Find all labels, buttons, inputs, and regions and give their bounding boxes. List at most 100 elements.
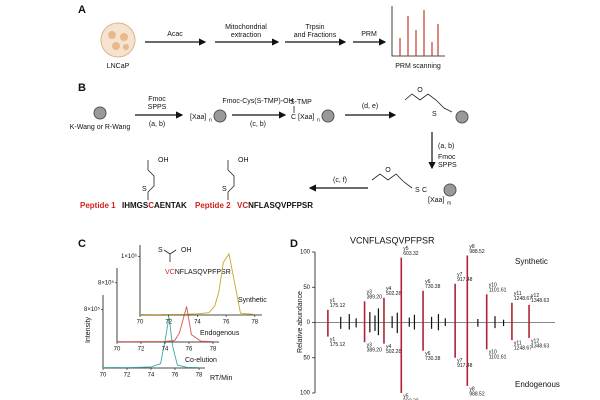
step: Fmoc	[148, 96, 166, 103]
series-label: Synthetic	[515, 257, 548, 266]
atom: S	[158, 247, 163, 254]
ion-mz: 175.12	[330, 303, 346, 309]
atom: S	[415, 187, 420, 194]
result-label: PRM scanning	[395, 63, 441, 70]
peptide-sequence: IHMGSCAENTAK	[122, 201, 187, 210]
step: PRM	[361, 31, 377, 38]
panel-label: C	[78, 238, 86, 250]
ion-name: y1	[330, 337, 336, 343]
trace-label: Endogenous	[200, 330, 240, 337]
step: (d, e)	[362, 103, 378, 110]
xaa: [Xaa]	[190, 114, 206, 121]
ion-name: y11	[514, 340, 522, 346]
ion-mz: 917.48	[457, 363, 473, 369]
xaa-n: n	[317, 117, 320, 123]
cell-icon	[100, 22, 136, 58]
panel-d: D VCNFLASQVPFPSR Relative abundance 100 5…	[290, 235, 560, 400]
peptide-sequence: VCNFLASQVPFPSR	[237, 201, 313, 210]
y-axis-label: Intensity	[85, 316, 92, 343]
x-tick-label: 74	[148, 373, 155, 379]
x-tick-label: 78	[251, 320, 258, 326]
y-tick-label: 100	[300, 391, 311, 397]
ion-mz: 175.12	[330, 342, 346, 348]
step: (c, b)	[250, 121, 266, 128]
x-tick-label: 78	[196, 373, 203, 379]
step: Fmoc-Cys(S-TMP)-OH	[222, 98, 293, 105]
panel-label: A	[78, 4, 86, 16]
ion-name: y4	[386, 286, 392, 292]
ion-name: y5	[403, 393, 409, 399]
ion-name: y11	[514, 291, 522, 297]
x-tick-label: 76	[223, 320, 230, 326]
axis	[139, 245, 262, 316]
peptide-name: Peptide 1	[80, 201, 116, 210]
trace	[102, 316, 200, 369]
ion-name: y6	[425, 279, 431, 285]
ion-mz: 730.38	[425, 284, 441, 290]
ion-name: y7	[457, 272, 463, 278]
x-tick-label: 74	[194, 320, 201, 326]
cell-label: LNCaP	[107, 63, 130, 70]
ion-name: y12	[531, 338, 539, 344]
panel-b: B K-Wang or R-Wang Fmoc SPPS (a, b) [Xaa…	[70, 82, 469, 210]
ion-name: y10	[489, 350, 497, 356]
trace	[116, 306, 214, 343]
x-tick-label: 70	[114, 347, 121, 353]
x-tick-label: 70	[100, 373, 107, 379]
cys-c: C	[291, 114, 296, 121]
y-axis-label: Relative abundance	[297, 291, 304, 353]
ion-name: y3	[367, 343, 373, 349]
ion-name: y3	[367, 290, 373, 296]
trace-label: Co-elution	[185, 357, 217, 364]
ion-name: y5	[403, 246, 409, 252]
x-tick-label: 74	[162, 347, 169, 353]
y-tick-label: 1×10⁶	[121, 253, 138, 260]
ion-mz: 988.52	[469, 249, 485, 255]
x-tick-label: 76	[186, 347, 193, 353]
peptide-name: Peptide 2	[195, 201, 231, 210]
atom: S	[142, 186, 147, 193]
panel-label: D	[290, 238, 298, 250]
ion-mz: 1101.61	[489, 288, 507, 294]
ion-mz: 1348.63	[531, 343, 549, 349]
ion-mz: 603.32	[403, 398, 419, 400]
x-tick-label: 78	[210, 347, 217, 353]
ion-name: y12	[531, 293, 539, 299]
ion-mz: 1101.61	[489, 355, 507, 361]
panel-a: A LNCaP Acac Mitochondrial extraction Tr…	[78, 4, 445, 70]
trace-label: Synthetic	[238, 297, 267, 304]
step: (c, f)	[333, 177, 347, 184]
ion-name: y8	[469, 244, 475, 250]
x-tick-label: 72	[165, 320, 172, 326]
ion-mz: 730.38	[425, 356, 441, 362]
step: SPPS	[148, 104, 167, 111]
x-tick-label: 72	[138, 347, 145, 353]
step: extraction	[231, 32, 261, 39]
panel-c: C Intensity RT/Min VCNFLASQVPFPSR OH S 7…	[78, 238, 267, 382]
y-tick-label: 8×10⁵	[84, 306, 101, 313]
step: (a, b)	[438, 143, 454, 150]
xaa-n: n	[209, 117, 212, 123]
ion-name: y4	[386, 344, 392, 350]
atom: O	[385, 167, 391, 174]
ion-name: y1	[330, 298, 336, 304]
x-tick-label: 70	[137, 320, 144, 326]
xaa: [Xaa]	[298, 114, 314, 121]
sequence: VCNFLASQVPFPSR	[350, 235, 435, 245]
resin-label: K-Wang or R-Wang	[70, 124, 131, 131]
atom: OH	[238, 157, 249, 164]
xaa: [Xaa]	[428, 197, 444, 204]
y-tick-label: 0	[307, 320, 311, 326]
ion-mz: 502.28	[386, 349, 402, 355]
ion-name: y10	[489, 283, 497, 289]
series-label: Endogenous	[515, 380, 560, 389]
y-tick-label: 50	[303, 355, 310, 361]
ion-mz: 389.20	[367, 295, 383, 301]
ion-mz: 389.20	[367, 348, 383, 354]
trace	[139, 252, 255, 315]
y-tick-label: 100	[300, 250, 311, 256]
ion-mz: 1248.67	[514, 296, 532, 302]
x-tick-label: 76	[172, 373, 179, 379]
atom: OH	[158, 157, 169, 164]
